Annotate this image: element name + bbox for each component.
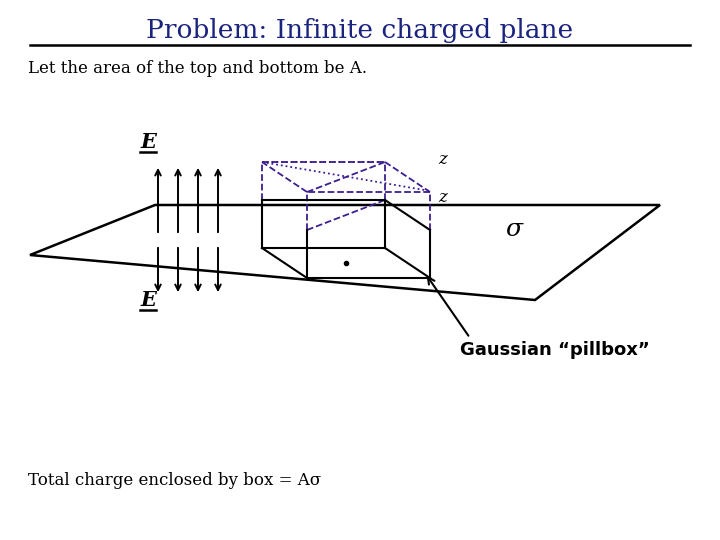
Polygon shape (30, 205, 660, 300)
Text: z: z (438, 152, 446, 168)
Text: E: E (140, 132, 156, 152)
Text: Problem: Infinite charged plane: Problem: Infinite charged plane (146, 18, 574, 43)
Text: z: z (438, 190, 446, 206)
Text: Let the area of the top and bottom be A.: Let the area of the top and bottom be A. (28, 60, 367, 77)
Text: E: E (140, 290, 156, 310)
Text: Total charge enclosed by box = Aσ: Total charge enclosed by box = Aσ (28, 472, 321, 489)
Text: σ: σ (505, 219, 522, 241)
Text: Gaussian “pillbox”: Gaussian “pillbox” (460, 341, 649, 359)
